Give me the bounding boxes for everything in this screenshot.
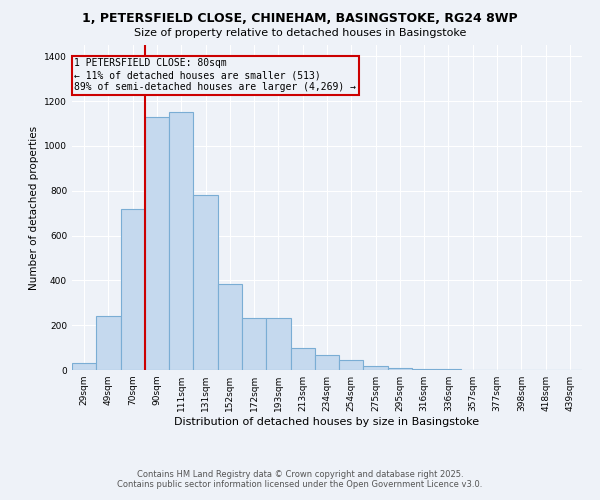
X-axis label: Distribution of detached houses by size in Basingstoke: Distribution of detached houses by size … (175, 417, 479, 427)
Bar (121, 208, 145, 370)
Bar (96, 316, 121, 370)
Bar (169, 112, 193, 370)
Bar (315, 356, 339, 370)
Bar (242, 318, 266, 370)
Bar (72, 364, 96, 370)
Bar (339, 360, 364, 370)
Bar (218, 284, 242, 370)
Bar (290, 348, 315, 370)
Bar (364, 366, 388, 370)
Bar (412, 369, 436, 370)
Text: Size of property relative to detached houses in Basingstoke: Size of property relative to detached ho… (134, 28, 466, 38)
Text: Contains HM Land Registry data © Crown copyright and database right 2025.
Contai: Contains HM Land Registry data © Crown c… (118, 470, 482, 489)
Bar (266, 318, 290, 370)
Text: 1 PETERSFIELD CLOSE: 80sqm
← 11% of detached houses are smaller (513)
89% of sem: 1 PETERSFIELD CLOSE: 80sqm ← 11% of deta… (74, 58, 356, 92)
Bar (145, 116, 169, 370)
Bar (388, 368, 412, 370)
Bar (193, 195, 218, 370)
Y-axis label: Number of detached properties: Number of detached properties (29, 126, 38, 290)
Text: 1, PETERSFIELD CLOSE, CHINEHAM, BASINGSTOKE, RG24 8WP: 1, PETERSFIELD CLOSE, CHINEHAM, BASINGST… (82, 12, 518, 26)
